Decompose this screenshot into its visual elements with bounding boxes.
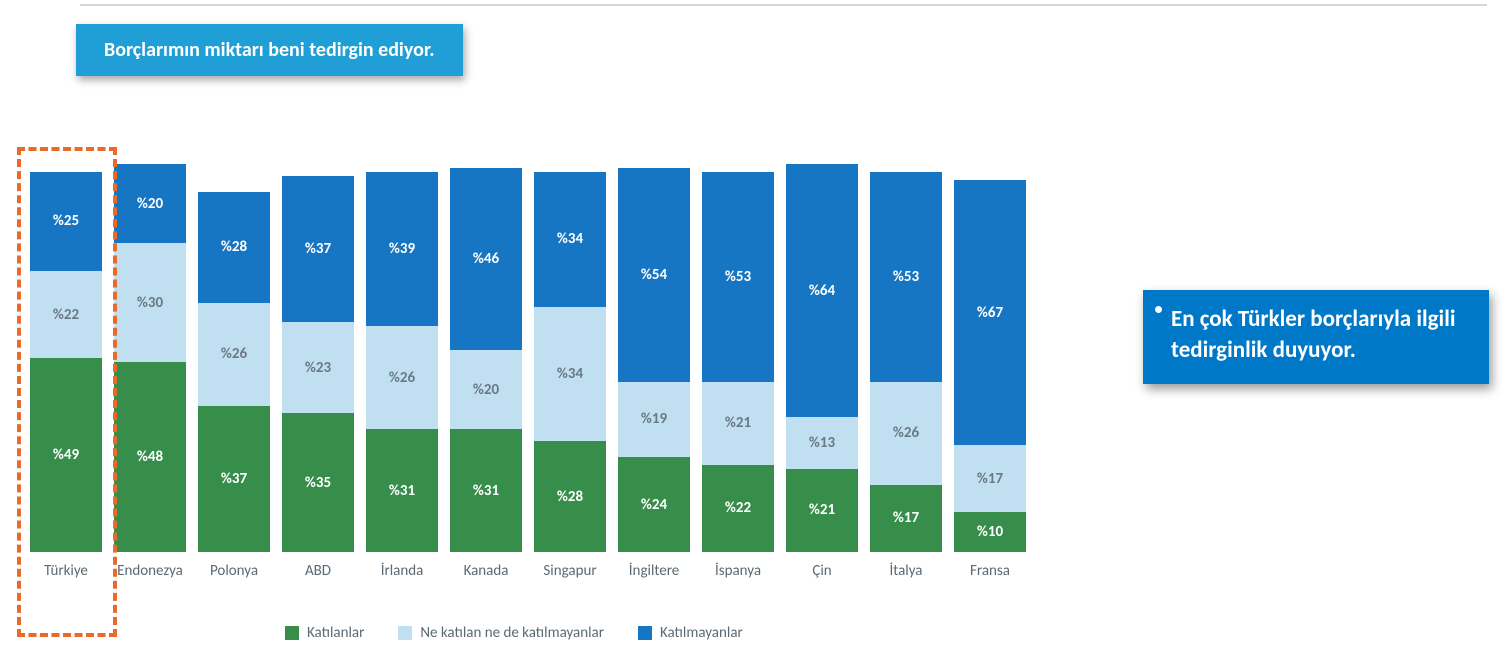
bar-stack: %22%21%53 [702, 172, 774, 552]
bar-stack: %21%13%64 [786, 164, 858, 552]
bar-segment-mid: %23 [282, 322, 354, 413]
bar-segment-mid: %26 [198, 303, 270, 406]
chart-title-box: Borçlarımın miktarı beni tedirgin ediyor… [76, 24, 463, 76]
category-label: Polonya [210, 562, 258, 580]
bar-segment-mid: %13 [786, 417, 858, 468]
legend-swatch-agree [285, 626, 299, 640]
bar-column: %28%34%34Singapur [534, 172, 606, 580]
bar-stack: %37%26%28 [198, 192, 270, 552]
bar-column: %31%26%39 İrlanda [366, 172, 438, 580]
legend-swatch-neutral [398, 626, 412, 640]
bar-segment-agree: %22 [702, 465, 774, 552]
bar-segment-agree: %28 [534, 441, 606, 552]
bar-segment-disagree: %34 [534, 172, 606, 307]
bar-segment-disagree: %53 [870, 172, 942, 382]
callout-text: En çok Türkler borçlarıyla ilgili tedirg… [1171, 305, 1456, 364]
legend: Katılanlar Ne katılan ne de katılmayanla… [285, 624, 743, 642]
bar-column: %37%26%28 Polonya [198, 192, 270, 580]
category-label: Singapur [543, 562, 596, 580]
bar-column: %10%17%67 Fransa [954, 180, 1026, 580]
bar-column: %24%19%54 İngiltere [618, 168, 690, 580]
bar-segment-disagree: %20 [114, 164, 186, 243]
bar-segment-disagree: %54 [618, 168, 690, 382]
bars-row: %49%22%25Türkiye%48%30%20Endonezya%37%26… [30, 160, 1080, 580]
bar-stack: %49%22%25 [30, 172, 102, 552]
bullet-icon [1155, 306, 1162, 313]
legend-label-agree: Katılanlar [307, 624, 364, 642]
bar-segment-disagree: %53 [702, 172, 774, 382]
category-label: ABD [305, 562, 331, 580]
bar-segment-agree: %35 [282, 413, 354, 552]
bar-column: %21%13%64 Çin [786, 164, 858, 580]
bar-segment-agree: %24 [618, 457, 690, 552]
bar-segment-disagree: %39 [366, 172, 438, 326]
legend-item-neutral: Ne katılan ne de katılmayanlar [398, 624, 604, 642]
bar-column: %17%26%53 İtalya [870, 172, 942, 580]
bar-stack: %17%26%53 [870, 172, 942, 552]
bar-stack: %24%19%54 [618, 168, 690, 552]
category-label: İspanya [715, 562, 761, 580]
category-label: Çin [812, 562, 831, 580]
bar-segment-mid: %20 [450, 350, 522, 429]
chart-area: %49%22%25Türkiye%48%30%20Endonezya%37%26… [30, 160, 1080, 640]
bar-stack: %48%30%20 [114, 164, 186, 552]
legend-swatch-disagree [638, 626, 652, 640]
bar-segment-mid: %30 [114, 243, 186, 362]
bar-column: %22%21%53 İspanya [702, 172, 774, 580]
bar-stack: %31%26%39 [366, 172, 438, 552]
bar-column: %31%20%46 Kanada [450, 168, 522, 580]
bar-segment-agree: %21 [786, 469, 858, 552]
bar-column: %49%22%25 Türkiye [30, 172, 102, 580]
callout-box: En çok Türkler borçlarıyla ilgili tedirg… [1143, 290, 1489, 384]
bar-segment-agree: %17 [870, 485, 942, 552]
category-label: Türkiye [44, 562, 88, 580]
bar-segment-agree: %31 [366, 429, 438, 552]
bar-stack: %10%17%67 [954, 180, 1026, 552]
bar-segment-mid: %26 [870, 382, 942, 485]
category-label: İrlanda [381, 562, 424, 580]
category-label: Fransa [970, 562, 1010, 580]
bar-stack: %31%20%46 [450, 168, 522, 552]
bar-segment-mid: %19 [618, 382, 690, 457]
category-label: İtalya [890, 562, 923, 580]
bar-segment-mid: %17 [954, 445, 1026, 512]
bar-segment-agree: %48 [114, 362, 186, 552]
bar-stack: %35%23%37 [282, 176, 354, 552]
bar-segment-disagree: %64 [786, 164, 858, 417]
bar-segment-agree: %37 [198, 406, 270, 552]
category-label: Kanada [464, 562, 509, 580]
bar-segment-mid: %34 [534, 307, 606, 442]
legend-item-agree: Katılanlar [285, 624, 364, 642]
category-label: Endonezya [117, 562, 183, 580]
legend-label-disagree: Katılmayanlar [660, 624, 743, 642]
chart-title-text: Borçlarımın miktarı beni tedirgin ediyor… [104, 38, 435, 62]
legend-label-neutral: Ne katılan ne de katılmayanlar [420, 624, 604, 642]
bar-segment-disagree: %28 [198, 192, 270, 303]
bar-segment-agree: %10 [954, 512, 1026, 552]
bar-segment-disagree: %46 [450, 168, 522, 350]
bar-segment-mid: %21 [702, 382, 774, 465]
bar-segment-mid: %26 [366, 326, 438, 429]
bar-segment-disagree: %67 [954, 180, 1026, 445]
bar-segment-disagree: %37 [282, 176, 354, 322]
bar-segment-agree: %31 [450, 429, 522, 552]
category-label: İngiltere [629, 562, 679, 580]
bar-stack: %28%34%34 [534, 172, 606, 552]
legend-item-disagree: Katılmayanlar [638, 624, 743, 642]
bar-column: %48%30%20 Endonezya [114, 164, 186, 580]
bar-segment-mid: %22 [30, 271, 102, 358]
top-divider [80, 4, 1487, 6]
bar-segment-disagree: %25 [30, 172, 102, 271]
bar-segment-agree: %49 [30, 358, 102, 552]
bar-column: %35%23%37 ABD [282, 176, 354, 580]
